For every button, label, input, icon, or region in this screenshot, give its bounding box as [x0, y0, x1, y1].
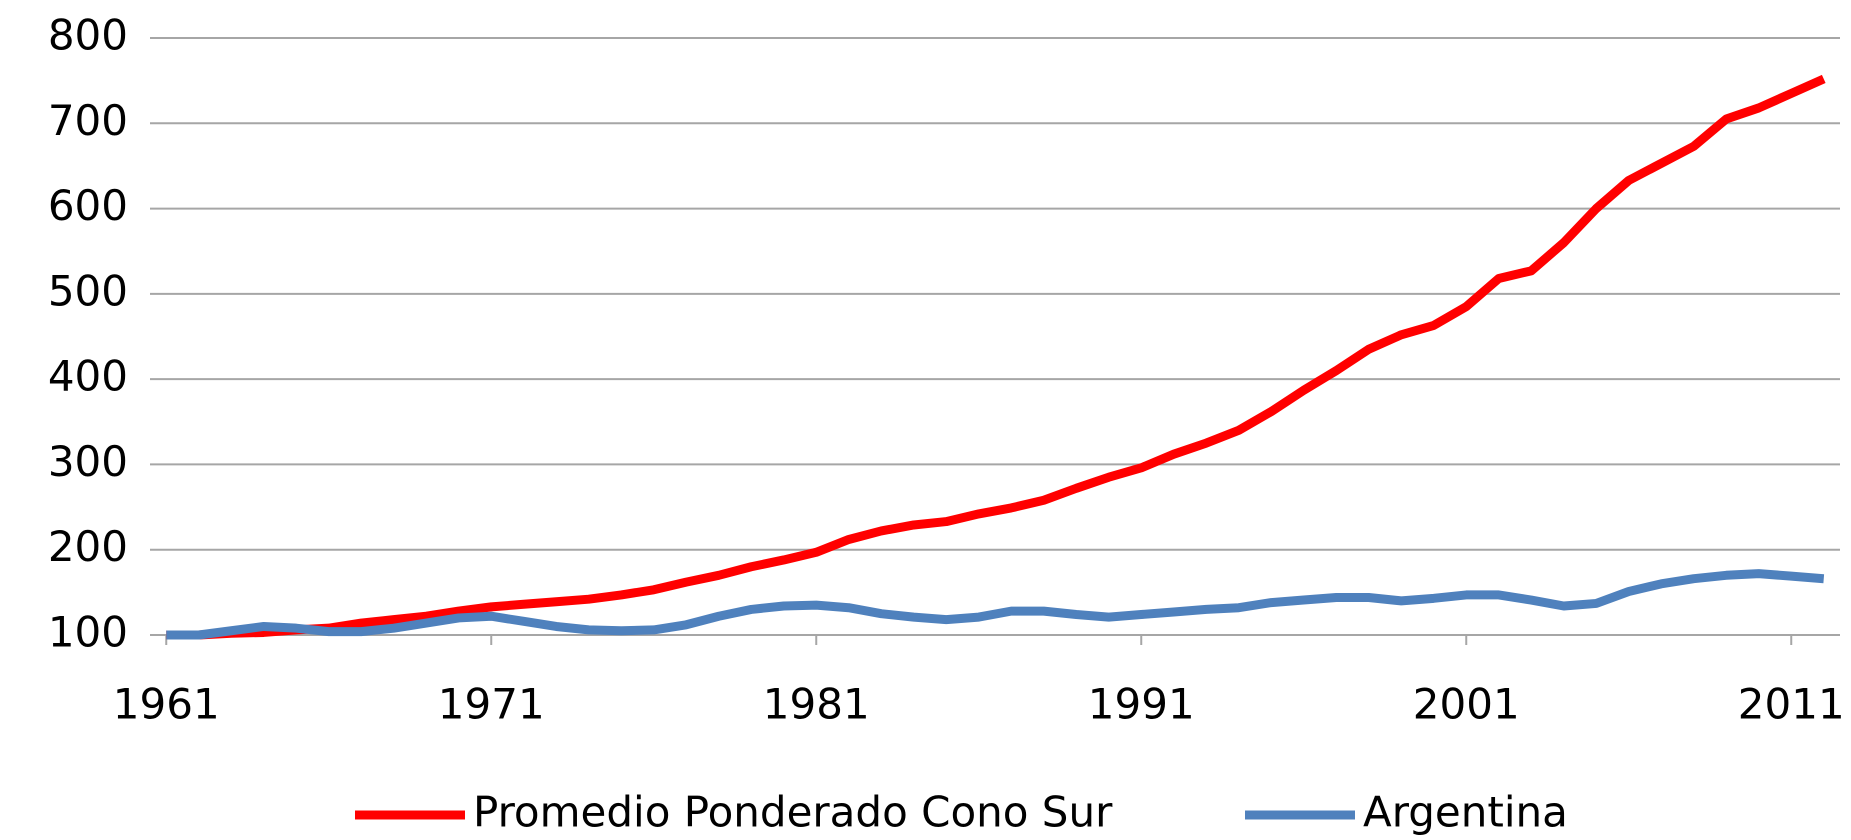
x-tick-label: 1981 [763, 680, 870, 729]
y-tick-label: 300 [48, 437, 128, 486]
line-series [166, 74, 1826, 640]
x-tick-label: 1961 [113, 680, 220, 729]
y-tick-label: 200 [48, 522, 128, 571]
legend-label: Promedio Ponderado Cono Sur [473, 788, 1113, 837]
x-tick-label: 2011 [1738, 680, 1845, 729]
x-tick-label: 1991 [1088, 680, 1195, 729]
x-tick-label: 2001 [1413, 680, 1520, 729]
y-tick-label: 700 [48, 96, 128, 145]
line-series [166, 569, 1825, 640]
y-tick-label: 500 [48, 266, 128, 315]
y-tick-label: 800 [48, 11, 128, 60]
y-tick-label: 400 [48, 352, 128, 401]
y-tick-label: 600 [48, 181, 128, 230]
y-tick-label: 100 [48, 608, 128, 657]
legend-label: Argentina [1363, 788, 1568, 837]
x-tick-label: 1971 [438, 680, 545, 729]
